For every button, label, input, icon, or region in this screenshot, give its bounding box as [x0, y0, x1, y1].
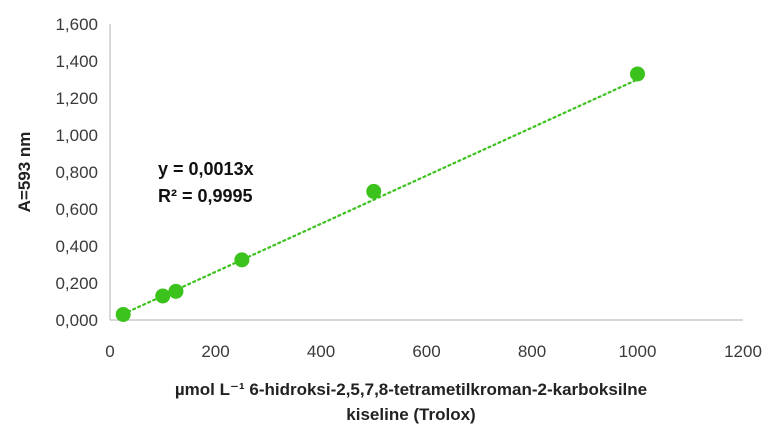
r-squared-label: R² = 0,9995: [158, 186, 253, 206]
x-tick-label: 800: [518, 342, 546, 361]
equation-label: y = 0,0013x: [158, 159, 254, 179]
x-axis-title-line-1: µmol L⁻¹ 6-hidroksi-2,5,7,8-tetrametilkr…: [175, 380, 647, 399]
data-point: [234, 252, 250, 268]
y-tick-label: 0,200: [55, 274, 98, 293]
x-tick-label: 1000: [619, 342, 657, 361]
y-tick-label: 1,400: [55, 52, 98, 71]
y-tick-labels: 0,000 0,200 0,400 0,600 0,800 1,000 1,200 1,400…: [55, 15, 98, 330]
y-tick-label: 1,600: [55, 15, 98, 34]
y-tick-label: 0,000: [55, 311, 98, 330]
x-tick-label: 1200: [724, 342, 762, 361]
y-tick-label: 0,400: [55, 237, 98, 256]
x-tick-label: 200: [201, 342, 229, 361]
x-tick-label: 400: [307, 342, 335, 361]
data-point: [168, 283, 184, 299]
data-points: [115, 66, 645, 322]
y-axis-title: A=593 nm: [15, 132, 34, 213]
y-tick-label: 1,000: [55, 126, 98, 145]
data-point: [630, 66, 645, 82]
data-point: [366, 183, 382, 199]
trendline: [122, 78, 639, 316]
y-tick-label: 0,600: [55, 200, 98, 219]
axes: [109, 24, 743, 321]
x-tick-labels: 0 200 400 600 800 1000 1200: [105, 342, 762, 361]
y-tick-label: 0,800: [55, 163, 98, 182]
x-axis-title-line-2: kiseline (Trolox): [346, 405, 475, 424]
x-tick-label: 0: [105, 342, 114, 361]
data-point: [115, 306, 131, 322]
y-tick-label: 1,200: [55, 89, 98, 108]
data-point: [155, 288, 171, 304]
x-tick-label: 600: [412, 342, 440, 361]
